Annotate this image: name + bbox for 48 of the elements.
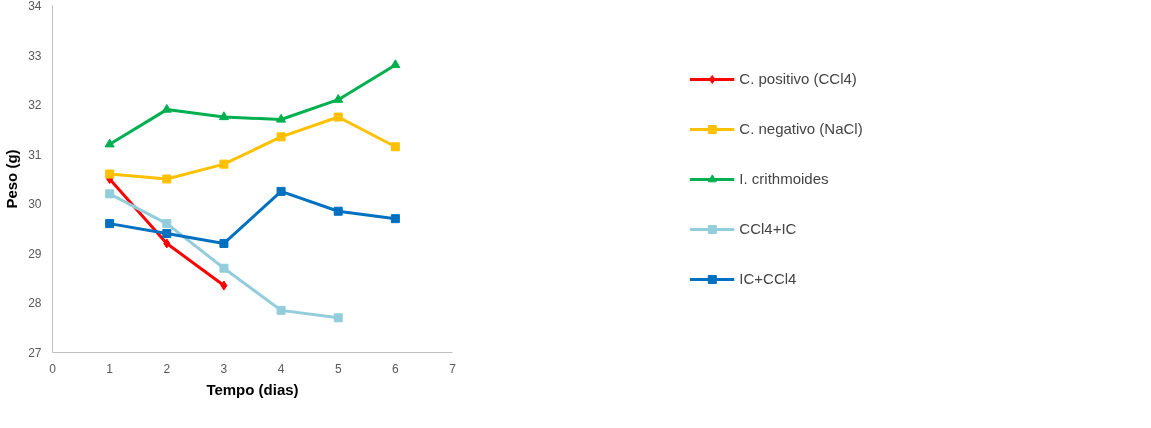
point <box>333 112 343 122</box>
y-tick-label: 29 <box>28 246 42 261</box>
legend-label: IC+CCl4 <box>739 270 797 287</box>
point <box>161 103 172 113</box>
point <box>105 189 115 199</box>
point <box>162 229 172 239</box>
point <box>163 238 171 249</box>
point <box>104 138 115 148</box>
y-axis-title: Peso (g) <box>3 149 21 209</box>
point <box>219 238 229 248</box>
x-tick-label: 2 <box>163 361 171 376</box>
point <box>220 280 228 291</box>
y-tick-label: 33 <box>28 48 42 63</box>
point <box>105 219 115 229</box>
point <box>276 113 287 123</box>
x-tick-label: 5 <box>334 361 342 376</box>
legend-label: C. positivo (CCl4) <box>739 70 857 87</box>
point <box>333 93 344 103</box>
point <box>333 313 343 323</box>
point <box>276 186 286 196</box>
y-tick-label: 27 <box>28 346 42 360</box>
point <box>219 263 229 273</box>
point <box>162 174 172 184</box>
point <box>333 206 343 216</box>
y-tick-label: 31 <box>28 147 42 162</box>
x-tick-label: 4 <box>277 361 285 376</box>
x-tick-label: 6 <box>392 361 400 376</box>
legend-label: I. crithmoides <box>739 170 829 187</box>
point <box>219 159 229 169</box>
y-tick-label: 34 <box>28 0 42 13</box>
point <box>105 169 115 179</box>
point <box>390 59 401 69</box>
y-tick-label: 30 <box>28 197 42 212</box>
point <box>162 219 172 229</box>
x-tick-label: 0 <box>49 361 57 376</box>
point <box>390 214 400 224</box>
x-tick-label: 7 <box>449 361 457 376</box>
y-tick-label: 28 <box>28 296 42 311</box>
legend-label: CCl4+IC <box>739 220 797 237</box>
x-tick-label: 3 <box>220 361 228 376</box>
x-tick-label: 1 <box>106 361 114 376</box>
point <box>276 305 286 315</box>
point <box>276 132 286 142</box>
point <box>218 111 229 121</box>
legend-label: C. negativo (NaCl) <box>739 120 863 137</box>
x-axis-title: Tempo (dias) <box>206 380 299 398</box>
point <box>390 142 400 152</box>
y-tick-label: 32 <box>28 98 42 113</box>
